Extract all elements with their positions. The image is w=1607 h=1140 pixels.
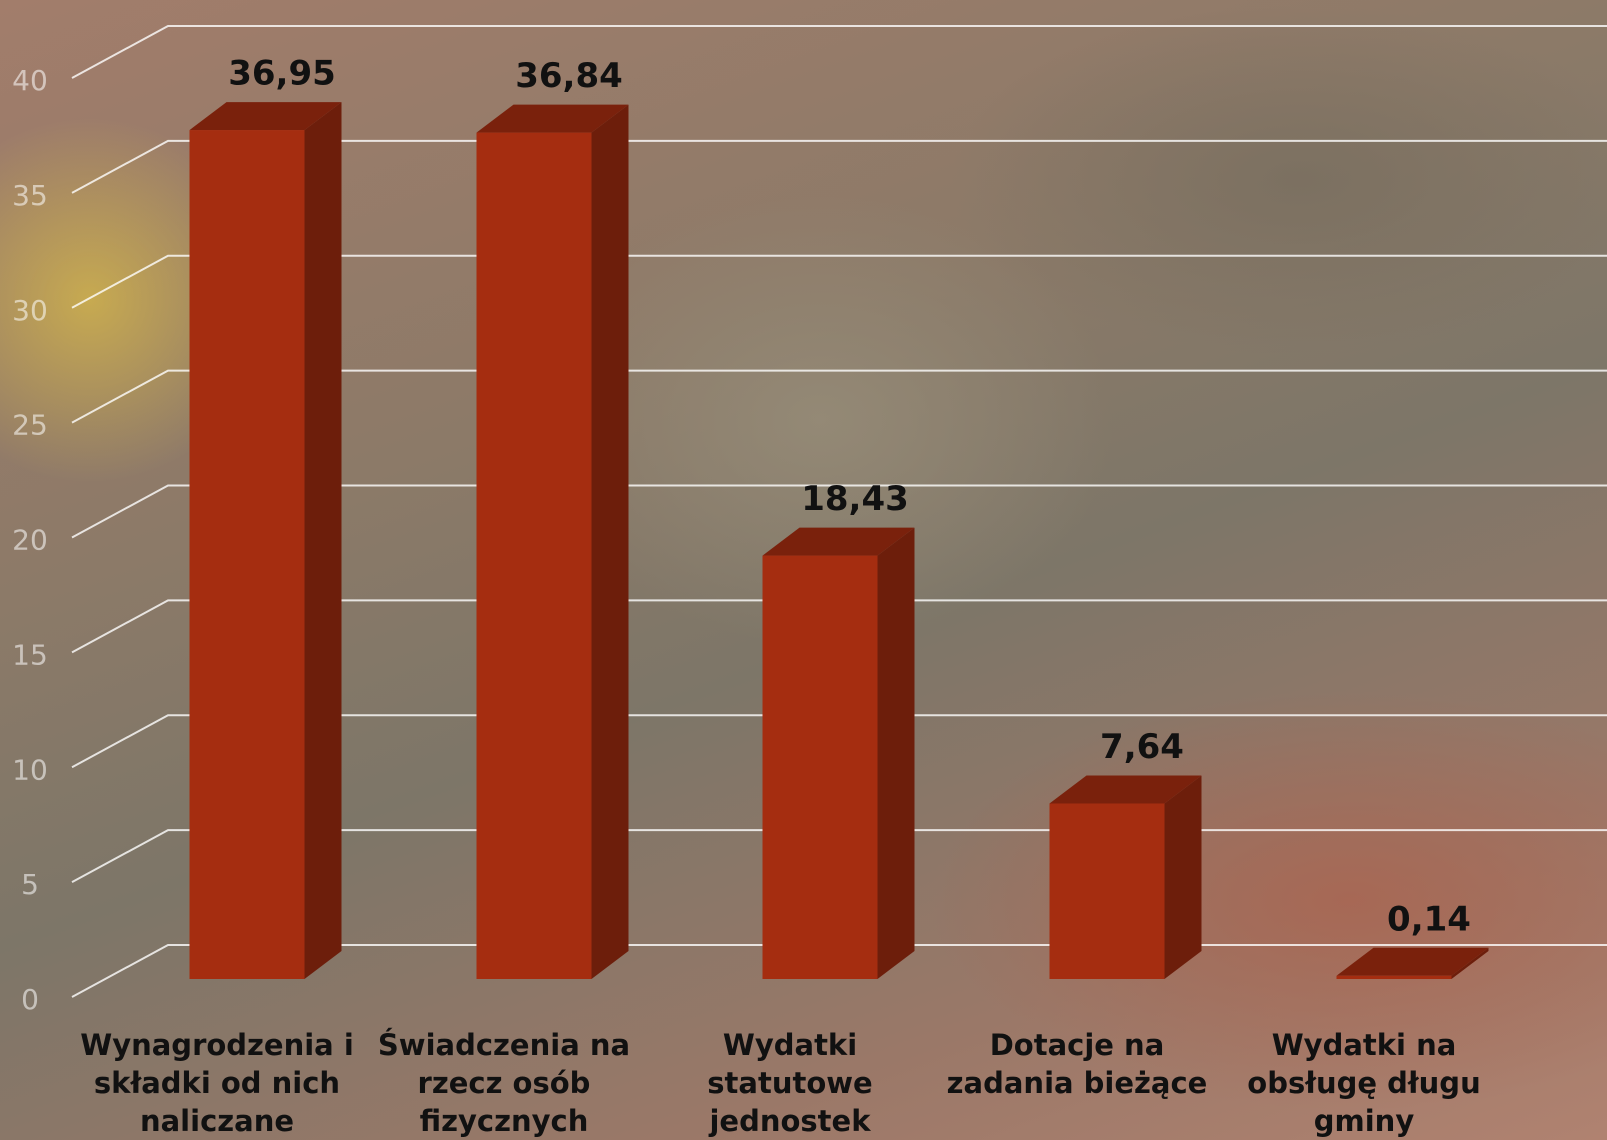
bar xyxy=(1049,775,1202,979)
bar-front xyxy=(476,132,592,979)
value-label: 7,64 xyxy=(1100,727,1184,767)
x-tick-label: Wynagrodzenia i składki od nich naliczan… xyxy=(80,1028,354,1138)
grid-line xyxy=(71,599,1607,654)
y-tick-label: 25 xyxy=(12,409,48,442)
grid-line xyxy=(71,139,1607,194)
bar-top xyxy=(1049,775,1202,804)
x-tick-label: Świadczenia na rzecz osób fizycznych xyxy=(377,1028,631,1138)
bar-side xyxy=(1164,775,1202,979)
y-tick-label: 10 xyxy=(12,753,48,786)
bar-side xyxy=(591,104,629,979)
y-tick-label: 30 xyxy=(12,294,48,327)
y-tick-label: 35 xyxy=(12,179,48,212)
grid-line xyxy=(71,254,1607,309)
x-tick-label: Dotacje na zadania bieżące xyxy=(946,1028,1208,1100)
value-label: 18,43 xyxy=(801,479,909,519)
grid-line xyxy=(71,484,1607,539)
value-label: 36,84 xyxy=(515,56,623,96)
bar-front xyxy=(189,130,305,980)
bar-front xyxy=(762,555,878,979)
bar xyxy=(189,102,342,980)
grid-line xyxy=(71,369,1607,424)
y-tick-label: 5 xyxy=(21,868,39,901)
y-tick-label: 15 xyxy=(12,638,48,671)
bar xyxy=(1336,947,1489,979)
value-label: 0,14 xyxy=(1387,899,1471,939)
bar-side xyxy=(877,527,915,979)
bar-top xyxy=(762,527,915,556)
bar xyxy=(476,104,629,979)
y-tick-label: 20 xyxy=(12,524,48,557)
bar-front xyxy=(1336,975,1452,979)
value-label: 36,95 xyxy=(228,54,336,94)
bar-top xyxy=(189,102,342,131)
y-tick-label: 0 xyxy=(21,983,39,1016)
grid-line xyxy=(71,25,1607,79)
bar-side xyxy=(304,102,342,980)
bar xyxy=(762,527,915,979)
bar-top xyxy=(476,104,629,133)
x-tick-label: Wydatki statutowe jednostek xyxy=(707,1028,873,1138)
x-tick-label: Wydatki na obsługę długu gminy xyxy=(1247,1028,1481,1138)
bar-front xyxy=(1049,803,1165,979)
bar-side xyxy=(1451,947,1489,979)
y-tick-label: 40 xyxy=(12,64,48,97)
grid-line xyxy=(71,714,1607,769)
bar-top xyxy=(1336,947,1489,976)
